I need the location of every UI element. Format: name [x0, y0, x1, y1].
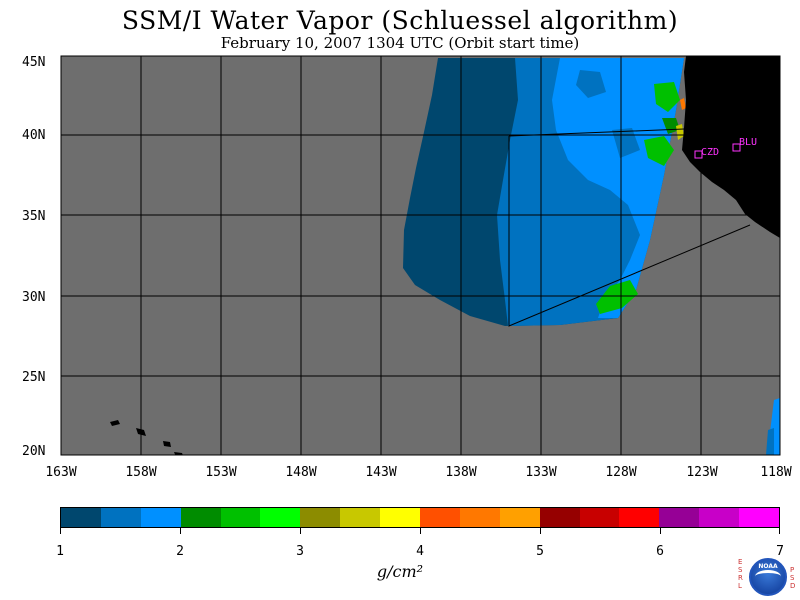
lon-label: 158W: [125, 465, 157, 480]
colorbar-swatch: [699, 508, 740, 527]
swath-patch: [588, 200, 612, 225]
colorbar-swatch: [61, 508, 101, 527]
colorbar-tick-label: 2: [176, 544, 184, 559]
land-island: [110, 420, 120, 426]
colorbar-swatch: [579, 508, 620, 527]
colorbar-swatch: [420, 508, 460, 527]
colorbar-swatch: [140, 508, 181, 527]
moisture-patch-orange: [680, 98, 686, 110]
colorbar-tick-mark: [660, 528, 661, 534]
colorbar-swatch: [260, 508, 301, 527]
lon-label: 138W: [445, 465, 477, 480]
colorbar-swatch: [340, 508, 381, 527]
lon-label: 163W: [45, 465, 77, 480]
colorbar-swatch: [380, 508, 421, 527]
colorbar-swatch: [619, 508, 660, 527]
station-label-czd: CZD: [701, 147, 720, 158]
lat-label: 35N: [22, 209, 46, 224]
colorbar-tick-label: 1: [56, 544, 64, 559]
lat-label: 20N: [22, 444, 46, 459]
map-title: SSM/I Water Vapor (Schluessel algorithm): [121, 6, 679, 35]
moisture-patch-yellow: [676, 124, 684, 140]
lon-label: 143W: [365, 465, 397, 480]
moisture-patch-green: [596, 280, 638, 314]
colorbar-swatch: [499, 508, 540, 527]
station-label-blu: BLU: [739, 137, 758, 148]
swath-light-band: [552, 58, 684, 318]
colorbar-swatch: [659, 508, 700, 527]
lat-label: 25N: [22, 370, 46, 385]
colorbar-swatch: [739, 508, 780, 527]
lon-label: 148W: [285, 465, 317, 480]
lon-label: 118W: [760, 465, 792, 480]
lon-label: 133W: [525, 465, 557, 480]
colorbar-tick-label: 5: [536, 544, 544, 559]
lat-label: 30N: [22, 290, 46, 305]
colorbar-swatch: [300, 508, 341, 527]
colorbar-unit: g/cm²: [376, 562, 424, 581]
lat-label: 45N: [22, 55, 46, 70]
noaa-emblem-text: NOAA: [758, 563, 778, 570]
lat-label: 40N: [22, 128, 46, 143]
moisture-patch-green: [654, 82, 680, 112]
gull-icon: [755, 570, 781, 583]
moisture-patch-green: [644, 136, 674, 166]
colorbar-swatch: [100, 508, 141, 527]
lon-label: 123W: [686, 465, 718, 480]
colorbar-tick-mark: [300, 528, 301, 534]
colorbar-tick-mark: [60, 528, 61, 534]
map-subtitle: February 10, 2007 1304 UTC (Orbit start …: [220, 34, 580, 52]
map-frame: [60, 55, 781, 456]
colorbar-tick-mark: [420, 528, 421, 534]
swath-fringe: [766, 428, 774, 455]
colorbar-tick-mark: [779, 528, 780, 534]
lon-label: 128W: [605, 465, 637, 480]
colorbar-swatch: [180, 508, 221, 527]
land-island: [174, 452, 183, 455]
colorbar-tick-label: 6: [656, 544, 664, 559]
colorbar: [60, 507, 780, 528]
lon-label: 153W: [205, 465, 237, 480]
noaa-emblem: NOAA: [749, 558, 787, 596]
colorbar-swatch: [539, 508, 580, 527]
swath-patch: [576, 70, 606, 98]
colorbar-tick-mark: [540, 528, 541, 534]
colorbar-tick-mark: [180, 528, 181, 534]
colorbar-swatch: [220, 508, 261, 527]
domain-outline: [508, 128, 751, 327]
station-marker-blu: [732, 143, 741, 152]
colorbar-swatch: [459, 508, 500, 527]
colorbar-tick-label: 7: [776, 544, 784, 559]
colorbar-tick-label: 4: [416, 544, 424, 559]
land-north-america: [682, 56, 780, 238]
colorbar-tick-label: 3: [296, 544, 304, 559]
land-island: [163, 441, 171, 447]
station-marker-czd: [694, 150, 703, 159]
